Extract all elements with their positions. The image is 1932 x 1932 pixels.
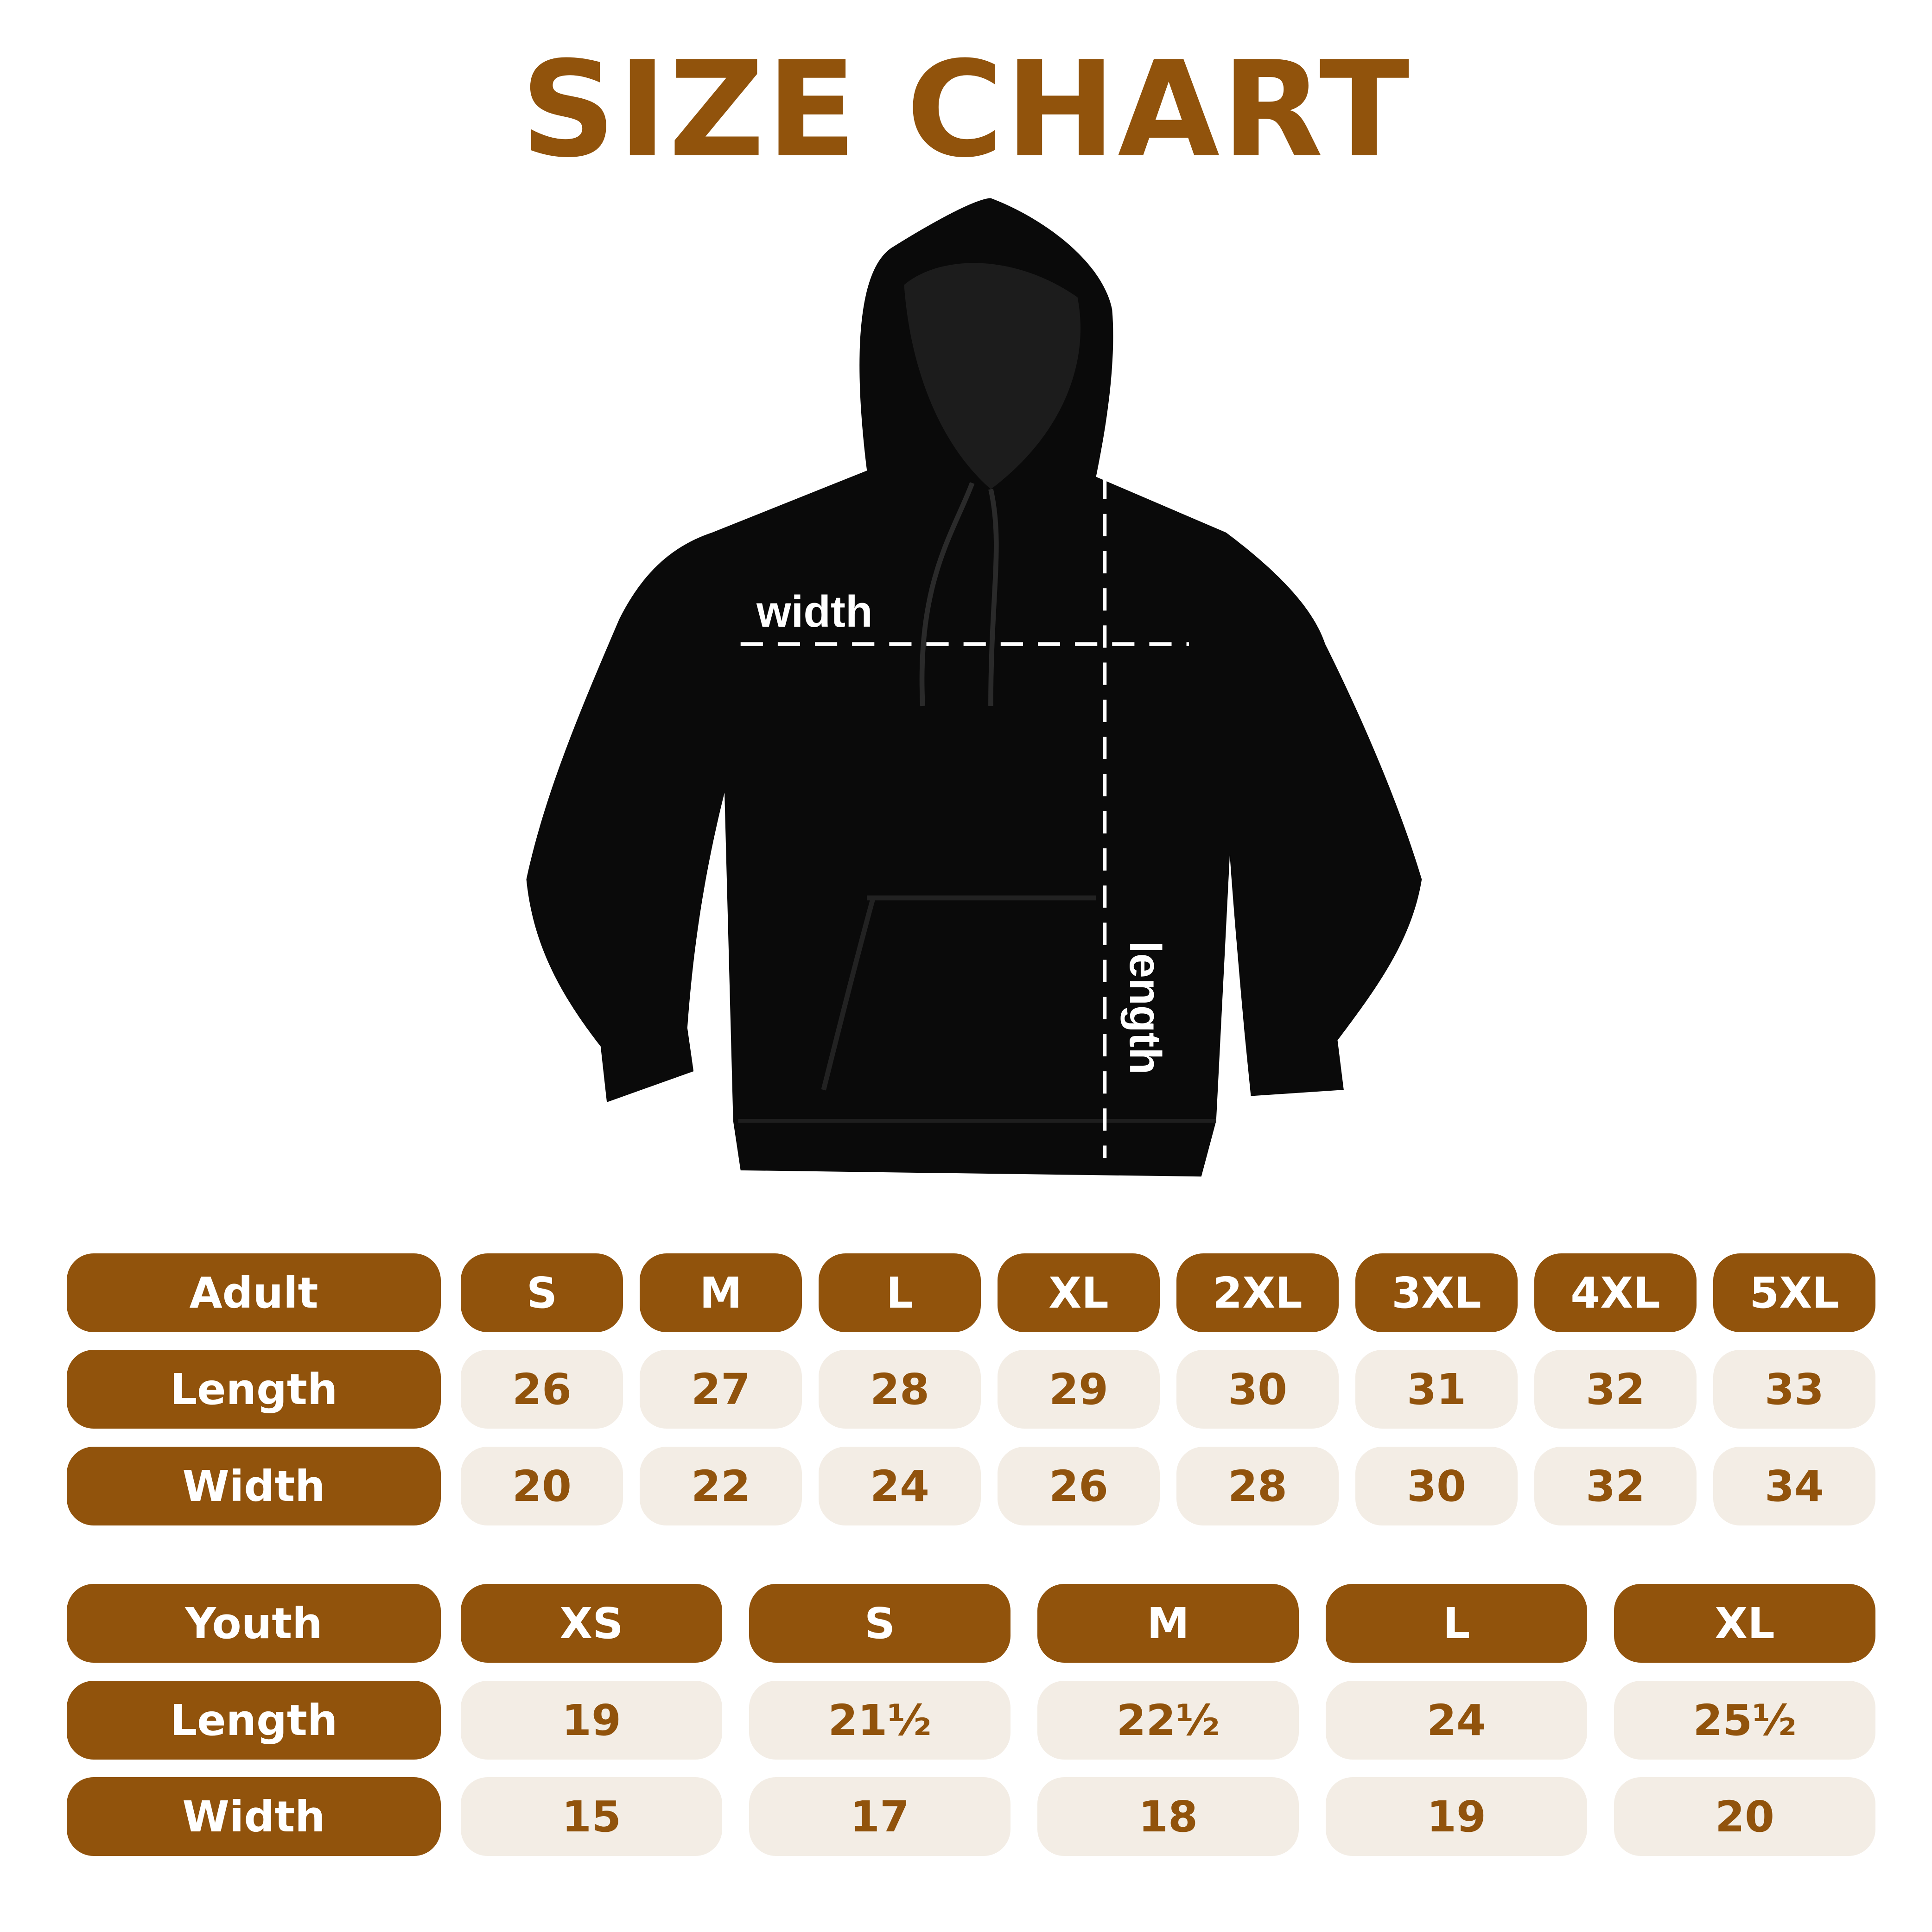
adult-length-value: 30 <box>1176 1350 1339 1429</box>
adult-width-value: 34 <box>1713 1447 1875 1525</box>
pocket <box>821 895 1096 1091</box>
adult-size-l: L <box>819 1253 981 1332</box>
adult-width-value: 30 <box>1355 1447 1518 1525</box>
youth-size-m: M <box>1037 1584 1299 1663</box>
adult-width-value: 20 <box>461 1447 623 1525</box>
adult-size-2xl: 2XL <box>1176 1253 1339 1332</box>
youth-size-s: S <box>749 1584 1010 1663</box>
youth-row-label-width: Width <box>67 1777 441 1856</box>
youth-length-value: 22½ <box>1037 1681 1299 1760</box>
youth-width-value: 19 <box>1326 1777 1587 1856</box>
youth-size-xs: XS <box>461 1584 722 1663</box>
youth-length-value: 19 <box>461 1681 722 1760</box>
youth-size-l: L <box>1326 1584 1587 1663</box>
drawstrings <box>919 482 999 706</box>
adult-length-value: 26 <box>461 1350 623 1429</box>
adult-width-value: 26 <box>998 1447 1160 1525</box>
adult-length-value: 33 <box>1713 1350 1875 1429</box>
adult-width-value: 28 <box>1176 1447 1339 1525</box>
adult-width-value: 24 <box>819 1447 981 1525</box>
adult-row-label-length: Length <box>67 1350 441 1429</box>
hoodie-body <box>526 198 1422 1177</box>
width-label: width <box>756 587 873 636</box>
adult-size-xl: XL <box>998 1253 1160 1332</box>
adult-size-m: M <box>640 1253 802 1332</box>
youth-length-value: 21½ <box>749 1681 1010 1760</box>
adult-width-value: 32 <box>1534 1447 1697 1525</box>
adult-width-value: 22 <box>640 1447 802 1525</box>
youth-length-value: 24 <box>1326 1681 1587 1760</box>
hood-opening <box>904 263 1081 489</box>
youth-size-xl: XL <box>1614 1584 1875 1663</box>
adult-row-label-width: Width <box>67 1447 441 1525</box>
length-label: length <box>1120 941 1170 1074</box>
youth-header: Youth <box>67 1584 441 1663</box>
youth-row-label-length: Length <box>67 1681 441 1760</box>
adult-length-value: 31 <box>1355 1350 1518 1429</box>
adult-size-3xl: 3XL <box>1355 1253 1518 1332</box>
page-title: SIZE CHART <box>521 33 1411 187</box>
adult-size-4xl: 4XL <box>1534 1253 1697 1332</box>
adult-size-s: S <box>461 1253 623 1332</box>
adult-header: Adult <box>67 1253 441 1332</box>
adult-length-value: 27 <box>640 1350 802 1429</box>
youth-width-value: 17 <box>749 1777 1010 1856</box>
adult-length-value: 29 <box>998 1350 1160 1429</box>
adult-length-value: 28 <box>819 1350 981 1429</box>
youth-width-value: 15 <box>461 1777 722 1856</box>
adult-size-5xl: 5XL <box>1713 1253 1875 1332</box>
youth-width-value: 20 <box>1614 1777 1875 1856</box>
youth-length-value: 25½ <box>1614 1681 1875 1760</box>
youth-width-value: 18 <box>1037 1777 1299 1856</box>
adult-length-value: 32 <box>1534 1350 1697 1429</box>
